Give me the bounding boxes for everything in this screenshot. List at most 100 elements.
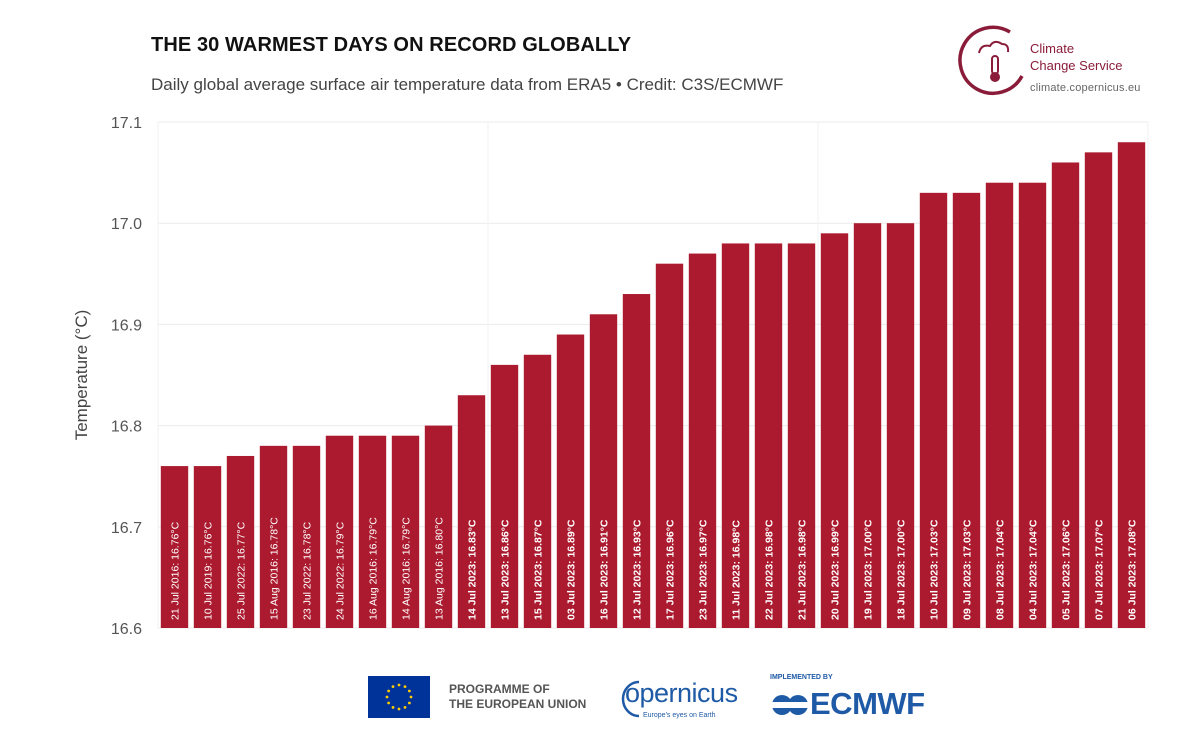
bar-data-label: 23 Jul 2022: 16.78°C [302, 521, 314, 620]
bar-data-label: 18 Jul 2023: 17.00°C [896, 519, 908, 620]
eu-star-icon [385, 695, 389, 699]
chart-subtitle: Daily global average surface air tempera… [151, 75, 784, 94]
bar [490, 364, 519, 628]
bar [523, 354, 552, 628]
eu-flag-icon [368, 676, 430, 718]
y-axis-label: Temperature (°C) [72, 310, 91, 441]
bar [325, 435, 354, 628]
bar-data-label: 24 Jul 2022: 16.79°C [335, 521, 347, 620]
bar [853, 223, 882, 628]
bar [754, 243, 783, 628]
bar-data-label: 16 Jul 2023: 16.91°C [599, 519, 611, 620]
bar-data-label: 07 Jul 2023: 17.07°C [1094, 519, 1106, 620]
chart-title: THE 30 WARMEST DAYS ON RECORD GLOBALLY [151, 34, 632, 56]
y-tick-label: 17.0 [111, 216, 142, 233]
bar [160, 466, 189, 628]
bar-data-label: 05 Jul 2023: 17.06°C [1061, 519, 1073, 620]
bar-data-label: 06 Jul 2023: 17.08°C [1127, 519, 1139, 620]
bar-data-label: 15 Aug 2016: 16.78°C [269, 517, 281, 620]
eu-star-icon [407, 689, 411, 693]
eu-star-icon [387, 701, 391, 705]
bar-data-label: 22 Jul 2023: 16.98°C [764, 519, 776, 620]
c3s-name-line1: Climate [1030, 41, 1075, 56]
bar-data-label: 17 Jul 2023: 16.96°C [665, 519, 677, 620]
bar [1117, 142, 1146, 629]
bar [655, 263, 684, 628]
copernicus-logo: opernicus Europe's eyes on Earth [615, 674, 755, 724]
bar-chart: 21 Jul 2016: 16.76°C 10 Jul 2019: 16.76°C… [72, 115, 1149, 638]
bar-data-label: 04 Jul 2023: 17.04°C [1028, 519, 1040, 620]
c3s-url: climate.copernicus.eu [1030, 82, 1141, 94]
y-tick-label: 16.6 [111, 621, 142, 638]
bars: 21 Jul 2016: 16.76°C 10 Jul 2019: 16.76°C… [160, 142, 1146, 629]
bar [919, 192, 948, 628]
bar [556, 334, 585, 628]
eu-line2: THE EUROPEAN UNION [449, 697, 587, 711]
bar-data-label: 09 Jul 2023: 17.03°C [962, 519, 974, 620]
bar-data-label: 21 Jul 2016: 16.76°C [170, 521, 182, 620]
eu-star-icon [391, 685, 395, 689]
bar [1051, 162, 1080, 629]
eu-star-icon [403, 685, 407, 689]
bar-data-label: 08 Jul 2023: 17.04°C [995, 519, 1007, 620]
ecmwf-wordmark: ECMWF [810, 686, 925, 721]
c3s-name-line2: Change Service [1030, 58, 1123, 73]
c3s-emblem-icon [958, 25, 1024, 95]
y-tick-label: 16.9 [111, 317, 142, 334]
bar [391, 435, 420, 628]
bar-data-label: 13 Aug 2016: 16.80°C [434, 517, 446, 620]
bar [193, 466, 222, 628]
eu-line1: PROGRAMME OF [449, 682, 550, 696]
bar [226, 455, 255, 628]
bar [259, 445, 288, 628]
ecmwf-implemented-by: IMPLEMENTED BY [770, 674, 833, 681]
bar-data-label: 15 Jul 2023: 16.87°C [533, 519, 545, 620]
bar-data-label: 10 Jul 2019: 16.76°C [203, 521, 215, 620]
bar [589, 314, 618, 628]
copernicus-wordmark: opernicus [625, 678, 738, 708]
bar-data-label: 12 Jul 2023: 16.93°C [632, 519, 644, 620]
ecmwf-logo: IMPLEMENTED BY ECMWF [770, 674, 950, 724]
bar [985, 182, 1014, 628]
bar [787, 243, 816, 628]
bar-data-label: 19 Jul 2023: 17.00°C [863, 519, 875, 620]
bar [424, 425, 453, 628]
copernicus-c-icon [621, 680, 640, 718]
bar [688, 253, 717, 628]
bar-data-label: 14 Jul 2023: 16.83°C [467, 519, 479, 620]
eu-star-icon [397, 707, 401, 711]
bar [292, 445, 321, 628]
bar-data-label: 21 Jul 2023: 16.98°C [797, 519, 809, 620]
bar [358, 435, 387, 628]
bar-data-label: 14 Aug 2016: 16.79°C [401, 517, 413, 620]
ecmwf-emblem-icon [772, 695, 808, 715]
bar-data-label: 13 Jul 2023: 16.86°C [500, 519, 512, 620]
c3s-logo: Climate Change Service climate.copernicu… [952, 20, 1162, 100]
eu-star-icon [387, 689, 391, 693]
bar-data-label: 11 Jul 2023: 16.98°C [731, 520, 743, 620]
eu-star-icon [391, 705, 395, 709]
eu-star-icon [403, 705, 407, 709]
bar-data-label: 23 Jul 2023: 16.97°C [698, 519, 710, 620]
bar [952, 192, 981, 628]
footer-logos: PROGRAMME OF THE EUROPEAN UNION opernicu… [0, 660, 1203, 735]
y-axis: 16.6 16.7 16.8 16.9 17.0 17.1 [111, 115, 142, 638]
bar [886, 223, 915, 628]
eu-star-icon [409, 695, 413, 699]
bar [622, 294, 651, 628]
eu-programme-text: PROGRAMME OF THE EUROPEAN UNION [449, 682, 586, 712]
bar [1084, 152, 1113, 629]
eu-star-icon [397, 683, 401, 687]
bar-data-label: 03 Jul 2023: 16.89°C [566, 519, 578, 620]
bar [457, 395, 486, 628]
bar [820, 233, 849, 628]
eu-star-icon [407, 701, 411, 705]
bar [721, 243, 750, 628]
bar-data-label: 20 Jul 2023: 16.99°C [830, 519, 842, 620]
grid [157, 121, 1149, 629]
bar [1018, 182, 1047, 628]
y-tick-label: 16.8 [111, 419, 142, 436]
bar-data-label: 10 Jul 2023: 17.03°C [929, 519, 941, 620]
bar-data-label: 25 Jul 2022: 16.77°C [236, 521, 248, 620]
bar-data-label: 16 Aug 2016: 16.79°C [368, 517, 380, 620]
